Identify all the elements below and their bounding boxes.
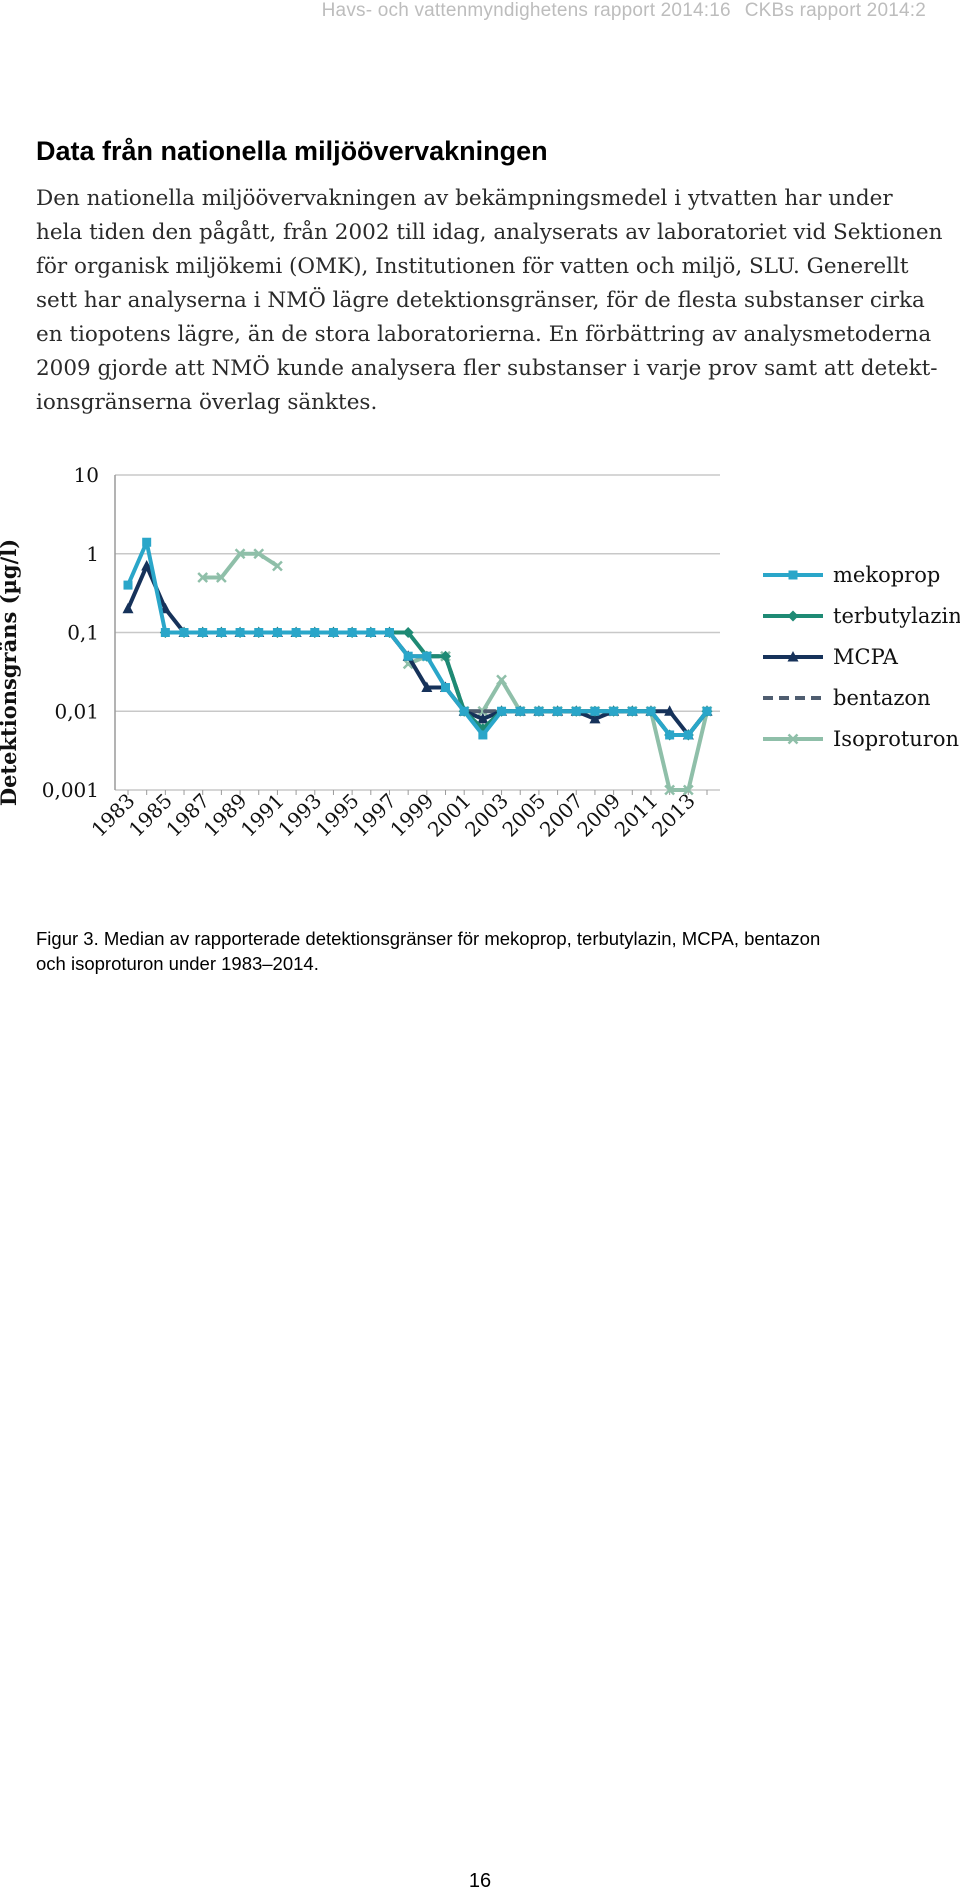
data-point [702,706,712,716]
series-line [200,551,280,580]
data-point [198,628,208,637]
figure-caption: Figur 3. Median av rapporterade detektio… [36,926,956,976]
data-point [272,560,283,572]
data-point [328,628,338,637]
series-line [163,630,709,737]
data-point [366,628,376,637]
section-title: Data från nationella miljöövervakningen [36,136,548,166]
data-point [646,706,656,716]
data-point [179,628,189,637]
paragraph-line: 2009 gjorde att NMÖ kunde analysera fler… [36,356,938,381]
data-point [787,610,799,622]
report-title-ckb: CKBs rapport 2014:2 [744,0,926,21]
caption-line: och isoproturon under 1983–2014. [36,953,319,974]
data-point [384,628,394,637]
data-point [347,628,357,637]
data-point [682,784,694,796]
data-point [254,628,264,637]
data-point [664,705,676,716]
y-tick-label: 0,001 [42,778,99,802]
body-paragraph: Den nationella miljöövervakningen av bek… [36,182,954,420]
running-header: Havs- och vattenmyndighetens rapport 201… [322,0,926,22]
data-point [253,548,265,560]
data-point [402,627,414,638]
data-point [403,651,413,661]
data-point [664,784,676,796]
paragraph-line: ionsgränserna överlag sänktes. [36,390,378,415]
data-point [609,706,619,716]
legend-label: terbutylazin [833,604,960,628]
data-point [197,572,209,583]
paragraph-line: en tiopotens lägre, än de stora laborato… [36,322,932,347]
data-point [122,602,134,614]
legend-label: mekoprop [833,563,940,587]
data-point [310,628,320,637]
caption-line: Figur 3. Median av rapporterade detektio… [36,928,821,949]
data-point [421,681,433,693]
data-point [627,706,637,716]
legend-label: Isoproturon [833,727,959,751]
data-point [234,548,246,560]
paragraph-line: för organisk miljökemi (OMK), Institutio… [36,254,909,279]
data-point [665,730,675,740]
data-point [123,580,133,590]
data-point [216,628,226,637]
y-tick-label: 0,1 [67,621,99,645]
y-tick-label: 1 [86,542,99,566]
y-tick-label: 0,01 [54,699,99,723]
data-point [477,705,489,717]
data-point [534,706,544,716]
data-point [441,683,451,693]
paragraph-line: sett har analyserna i NMÖ lägre detektio… [36,288,925,313]
data-point [160,628,170,637]
data-point [590,706,600,716]
data-point [683,730,693,740]
data-point [787,651,799,662]
data-point [478,730,488,740]
legend-label: MCPA [833,645,899,669]
data-point [440,650,452,662]
data-point [235,628,245,637]
paragraph-line: hela tiden den pågått, från 2002 till id… [36,220,943,245]
detection-limit-chart: 1010,10,010,0011983198519871989199119931… [0,463,960,842]
data-point [216,572,227,583]
data-point [571,706,581,716]
data-point [589,712,601,724]
data-point [787,733,799,745]
data-point [272,628,282,637]
data-point [553,706,563,716]
page-number: 16 [468,1870,492,1892]
y-axis-title: Detektionsgräns (µg/l) [0,539,21,806]
data-point [477,712,489,724]
data-point [515,706,525,716]
data-point [142,537,152,547]
data-point [496,674,507,686]
data-point [141,559,153,571]
paragraph-line: Den nationella miljöövervakningen av bek… [36,186,893,211]
data-point [459,706,469,716]
report-title-hav: Havs- och vattenmyndighetens rapport 201… [321,0,731,21]
series-line [126,540,709,737]
y-tick-label: 10 [74,463,99,487]
legend-label: bentazon [833,686,931,710]
data-point [497,706,507,716]
x-tick-label: 2013 [647,789,700,842]
data-point [788,570,798,580]
data-point [291,628,301,637]
data-point [422,651,432,661]
